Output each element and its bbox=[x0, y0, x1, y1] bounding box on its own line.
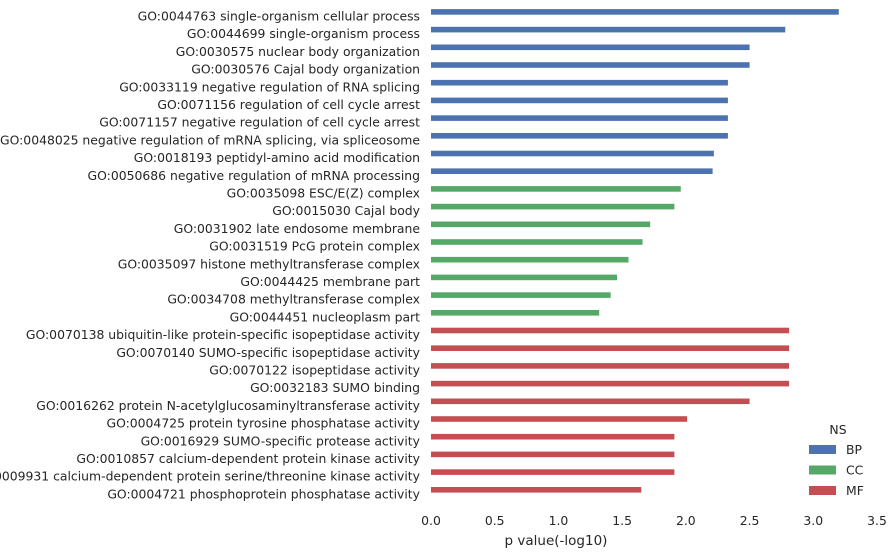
category-label: GO:0004721 phosphoprotein phosphatase ac… bbox=[107, 486, 420, 501]
bar-bp bbox=[431, 133, 728, 139]
category-label: GO:0034708 methyltransferase complex bbox=[167, 292, 420, 307]
bar-cc bbox=[431, 310, 600, 316]
bar-cc bbox=[431, 186, 681, 192]
category-label: GO:0044451 nucleoplasm part bbox=[230, 309, 421, 324]
category-label: GO:0044425 membrane part bbox=[240, 274, 420, 289]
bar-mf bbox=[431, 363, 790, 369]
bar-mf bbox=[431, 380, 790, 387]
bar-bp bbox=[431, 44, 750, 51]
x-tick-label: 1.0 bbox=[549, 513, 569, 528]
x-tick-label: 2.5 bbox=[740, 513, 760, 528]
bar-mf bbox=[431, 487, 642, 493]
category-label: GO:0071156 regulation of cell cycle arre… bbox=[157, 97, 420, 112]
bar-bp bbox=[431, 115, 728, 121]
x-tick-label: 1.5 bbox=[612, 513, 632, 528]
bar-mf bbox=[431, 416, 688, 422]
category-label: GO:0071157 negative regulation of cell c… bbox=[99, 115, 420, 130]
legend-label-bp: BP bbox=[846, 442, 863, 457]
legend-label-mf: MF bbox=[846, 483, 864, 498]
x-tick-label: 0.0 bbox=[421, 513, 441, 528]
category-label: GO:0015030 Cajal body bbox=[272, 203, 420, 218]
bar-bp bbox=[431, 79, 728, 86]
category-label: GO:0004725 protein tyrosine phosphatase … bbox=[106, 416, 420, 431]
category-label: GO:0030576 Cajal body organization bbox=[191, 62, 420, 77]
category-label: GO:0048025 negative regulation of mRNA s… bbox=[0, 132, 420, 147]
category-label: GO:0035098 ESC/E(Z) complex bbox=[227, 186, 420, 201]
category-label: GO:0010857 calcium-dependent protein kin… bbox=[76, 451, 420, 466]
bar-mf bbox=[431, 327, 790, 334]
bar-mf bbox=[431, 451, 675, 458]
x-tick-label: 3.5 bbox=[867, 513, 887, 528]
bars bbox=[431, 9, 839, 493]
legend-swatch-mf bbox=[809, 486, 836, 495]
category-label: GO:0070122 isopeptidase activity bbox=[209, 363, 420, 378]
legend-swatch-bp bbox=[809, 445, 836, 454]
category-label: GO:0044699 single-organism process bbox=[187, 26, 420, 41]
x-tick-label: 0.5 bbox=[485, 513, 505, 528]
bar-bp bbox=[431, 168, 713, 174]
category-label: GO:0044763 single-organism cellular proc… bbox=[138, 9, 420, 24]
bar-cc bbox=[431, 256, 629, 263]
category-label: GO:0031519 PcG protein complex bbox=[209, 239, 420, 254]
legend: NS BP CC MF bbox=[809, 422, 864, 498]
bar-bp bbox=[431, 9, 839, 15]
category-label: GO:0050686 negative regulation of mRNA p… bbox=[88, 168, 420, 183]
legend-label-cc: CC bbox=[846, 463, 863, 478]
category-labels: GO:0044763 single-organism cellular proc… bbox=[0, 9, 420, 502]
category-label: GO:0032183 SUMO binding bbox=[250, 380, 420, 395]
category-label: GO:0018193 peptidyl-amino acid modificat… bbox=[134, 150, 420, 165]
x-axis-label: p value(-log10) bbox=[505, 533, 608, 549]
bar-bp bbox=[431, 62, 750, 68]
category-label: GO:0030575 nuclear body organization bbox=[176, 44, 420, 59]
category-label: GO:0070140 SUMO-specific isopeptidase ac… bbox=[116, 345, 420, 360]
bar-bp bbox=[431, 97, 728, 104]
category-label: GO:0016262 protein N-acetylglucosaminylt… bbox=[36, 398, 420, 413]
bar-bp bbox=[431, 150, 714, 157]
bar-cc bbox=[431, 203, 675, 210]
x-axis-ticks: 0.0 0.5 1.0 1.5 2.0 2.5 3.0 3.5 bbox=[421, 513, 887, 528]
legend-swatch-cc bbox=[809, 465, 836, 475]
category-label: GO:0031902 late endosome membrane bbox=[174, 221, 420, 236]
legend-title: NS bbox=[829, 422, 846, 437]
bar-bp bbox=[431, 26, 786, 33]
category-label: GO:0016929 SUMO-specific protease activi… bbox=[141, 433, 420, 448]
bar-mf bbox=[431, 469, 675, 475]
bar-mf bbox=[431, 398, 750, 405]
bar-cc bbox=[431, 274, 618, 281]
bar-mf bbox=[431, 433, 675, 440]
category-label: GO:0009931 calcium-dependent protein ser… bbox=[0, 469, 420, 484]
bar-mf bbox=[431, 345, 790, 351]
x-tick-label: 2.0 bbox=[676, 513, 696, 528]
bar-cc bbox=[431, 221, 651, 228]
category-label: GO:0033119 negative regulation of RNA sp… bbox=[119, 79, 420, 94]
x-tick-label: 3.0 bbox=[803, 513, 823, 528]
category-label: GO:0070138 ubiquitin-like protein-specif… bbox=[26, 327, 420, 342]
bar-cc bbox=[431, 239, 643, 245]
bar-cc bbox=[431, 292, 611, 298]
category-label: GO:0035097 histone methyltransferase com… bbox=[118, 256, 420, 271]
